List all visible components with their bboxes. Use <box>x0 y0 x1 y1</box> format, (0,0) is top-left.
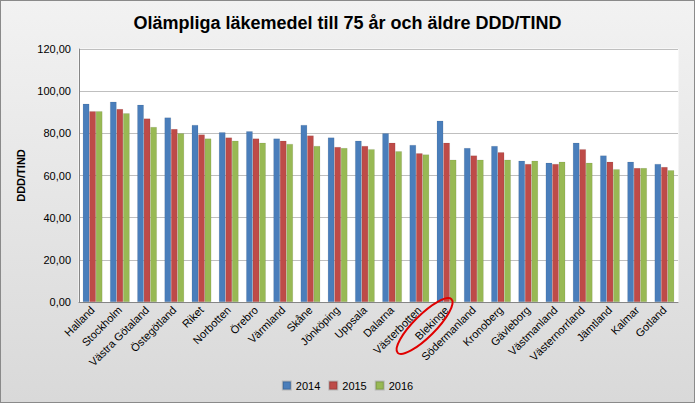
svg-text:2015: 2015 <box>342 380 366 392</box>
svg-text:Södermanland: Södermanland <box>419 303 478 363</box>
svg-text:Jämtland: Jämtland <box>574 304 614 344</box>
svg-text:Olämpliga läkemedel till 75 år: Olämpliga läkemedel till 75 år och äldre… <box>133 13 561 33</box>
svg-text:Östegötland: Östegötland <box>128 304 178 354</box>
svg-text:120,00: 120,00 <box>37 43 71 55</box>
svg-text:60,00: 60,00 <box>43 170 71 182</box>
svg-text:Jönköping: Jönköping <box>298 304 342 348</box>
svg-text:Gotland: Gotland <box>633 304 669 340</box>
svg-text:Örebro: Örebro <box>227 303 261 337</box>
svg-text:0,00: 0,00 <box>50 296 71 308</box>
svg-text:Kalmar: Kalmar <box>608 303 642 337</box>
svg-text:Kronoberg: Kronoberg <box>460 303 506 349</box>
svg-text:Uppsala: Uppsala <box>332 303 370 341</box>
svg-text:80,00: 80,00 <box>43 127 71 139</box>
svg-text:Riket: Riket <box>179 303 206 330</box>
svg-text:Västernorrland: Västernorrland <box>527 303 587 364</box>
svg-text:2014: 2014 <box>296 380 320 392</box>
svg-text:Stockholm: Stockholm <box>79 303 125 349</box>
svg-text:100,00: 100,00 <box>37 85 71 97</box>
svg-text:Västerbotten: Västerbotten <box>371 303 424 357</box>
svg-text:Dalarna: Dalarna <box>360 303 397 340</box>
svg-text:Västmanland: Västmanland <box>505 303 560 358</box>
svg-text:Skåne: Skåne <box>284 303 315 335</box>
svg-text:Värmland: Värmland <box>246 304 288 346</box>
svg-text:Västra Götaland: Västra Götaland <box>86 303 152 369</box>
svg-text:Norbotten: Norbotten <box>190 304 233 347</box>
svg-text:40,00: 40,00 <box>43 212 71 224</box>
svg-text:DDD/TIND: DDD/TIND <box>15 149 27 202</box>
svg-text:20,00: 20,00 <box>43 254 71 266</box>
svg-text:2016: 2016 <box>389 380 413 392</box>
svg-text:Gävleborg: Gävleborg <box>488 303 533 349</box>
svg-text:Halland: Halland <box>62 303 97 339</box>
svg-text:Blekinge: Blekinge <box>412 303 451 342</box>
